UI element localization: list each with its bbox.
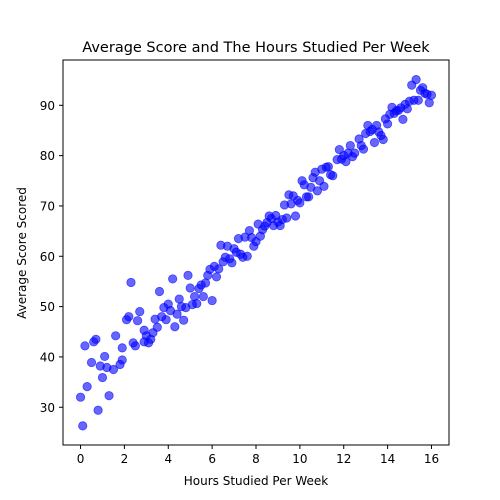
x-tick-label: 2 — [121, 452, 129, 466]
data-point-57 — [207, 295, 217, 306]
data-point-105 — [312, 186, 323, 196]
data-point-54 — [200, 278, 211, 288]
data-point-53 — [198, 291, 208, 302]
y-tick-label: 40 — [40, 350, 55, 364]
data-point-110 — [323, 162, 333, 172]
data-point-44 — [179, 315, 189, 325]
y-tick-label: 50 — [40, 300, 55, 314]
data-point-46 — [183, 270, 193, 280]
data-point-149 — [413, 95, 423, 105]
data-point-124 — [358, 144, 369, 154]
data-point-40 — [170, 322, 180, 332]
data-point-42 — [174, 294, 184, 304]
x-tick-label: 10 — [292, 452, 307, 466]
data-point-91 — [282, 213, 292, 223]
data-point-119 — [345, 140, 355, 151]
data-point-117 — [341, 157, 351, 167]
data-point-20 — [126, 277, 136, 288]
data-point-10 — [100, 351, 110, 362]
x-tick-label: 14 — [380, 452, 395, 466]
data-point-24 — [135, 307, 145, 317]
data-point-1 — [78, 421, 88, 431]
data-point-12 — [104, 391, 114, 401]
data-point-66 — [227, 258, 237, 268]
data-point-17 — [117, 343, 127, 353]
data-point-133 — [378, 134, 388, 145]
data-point-47 — [185, 283, 195, 293]
data-point-142 — [398, 114, 408, 124]
data-point-6 — [91, 334, 101, 344]
data-point-144 — [402, 104, 412, 114]
y-tick-label: 70 — [40, 199, 55, 213]
x-tick-label: 6 — [208, 452, 216, 466]
data-point-154 — [424, 98, 434, 108]
data-point-95 — [290, 211, 301, 221]
data-point-2 — [80, 341, 90, 351]
data-point-22 — [130, 341, 140, 351]
data-point-135 — [382, 119, 393, 129]
data-point-3 — [82, 382, 92, 392]
data-point-59 — [211, 272, 222, 282]
y-tick-label: 30 — [40, 401, 55, 415]
x-tick-label: 0 — [77, 452, 85, 466]
y-axis-ticks: 30 40 50 60 70 80 90 — [40, 99, 63, 415]
data-point-41 — [172, 309, 182, 319]
data-point-101 — [304, 192, 314, 202]
x-tick-label: 12 — [336, 452, 351, 466]
data-point-23 — [132, 316, 143, 326]
y-tick-label: 80 — [40, 149, 55, 163]
plot-frame — [62, 59, 450, 446]
data-point-39 — [168, 274, 178, 284]
y-tick-label: 60 — [40, 250, 55, 264]
data-point-4 — [86, 357, 97, 368]
points-layer — [75, 75, 437, 431]
chart-title: Average Score and The Hours Studied Per … — [82, 40, 430, 56]
data-point-16 — [117, 355, 127, 365]
x-axis-label: Hours Studied Per Week — [184, 474, 329, 488]
data-point-97 — [295, 198, 305, 208]
data-point-33 — [154, 286, 165, 297]
data-point-129 — [369, 137, 380, 148]
y-axis-label: Average Score Scored — [15, 187, 29, 319]
data-point-60 — [214, 264, 224, 274]
data-point-9 — [97, 372, 108, 383]
data-point-32 — [152, 322, 162, 332]
x-tick-label: 8 — [252, 452, 260, 466]
x-axis-ticks: 0 2 4 6 8 10 12 14 16 — [77, 445, 439, 466]
data-point-148 — [411, 75, 421, 85]
data-point-19 — [124, 312, 134, 322]
x-tick-label: 16 — [424, 452, 439, 466]
data-point-50 — [192, 298, 202, 309]
data-point-0 — [75, 392, 86, 402]
data-point-108 — [319, 181, 329, 191]
data-point-14 — [111, 331, 121, 341]
data-point-155 — [426, 90, 437, 100]
data-point-13 — [108, 364, 119, 375]
x-tick-label: 4 — [164, 452, 172, 466]
data-point-121 — [350, 148, 360, 158]
data-point-73 — [242, 251, 252, 261]
data-point-112 — [328, 171, 338, 181]
data-point-36 — [161, 315, 171, 325]
data-point-7 — [93, 405, 103, 415]
y-tick-label: 90 — [40, 99, 55, 113]
